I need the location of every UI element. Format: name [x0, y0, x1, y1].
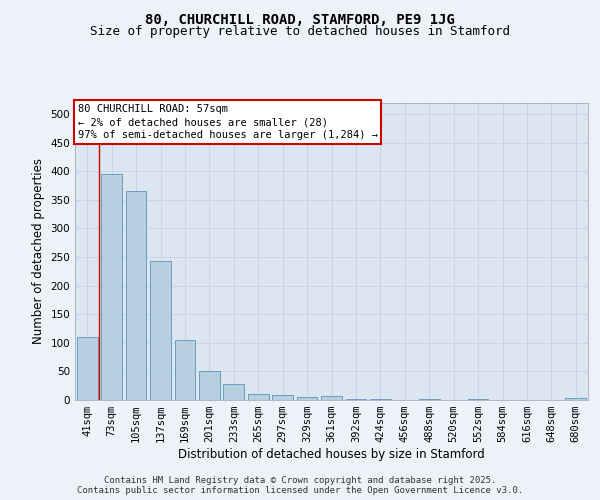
Bar	[248, 394, 269, 400]
Y-axis label: Number of detached properties: Number of detached properties	[32, 158, 45, 344]
Bar	[175, 340, 196, 400]
Text: 80 CHURCHILL ROAD: 57sqm
← 2% of detached houses are smaller (28)
97% of semi-de: 80 CHURCHILL ROAD: 57sqm ← 2% of detache…	[77, 104, 377, 141]
Bar	[125, 191, 146, 400]
Bar	[565, 398, 586, 400]
Bar	[223, 384, 244, 400]
Bar	[346, 399, 367, 400]
Text: Size of property relative to detached houses in Stamford: Size of property relative to detached ho…	[90, 25, 510, 38]
Bar	[272, 396, 293, 400]
Bar	[101, 174, 122, 400]
Bar	[199, 372, 220, 400]
Bar	[296, 396, 317, 400]
Bar	[467, 399, 488, 400]
Bar	[150, 261, 171, 400]
Text: Contains HM Land Registry data © Crown copyright and database right 2025.
Contai: Contains HM Land Registry data © Crown c…	[77, 476, 523, 495]
Text: 80, CHURCHILL ROAD, STAMFORD, PE9 1JG: 80, CHURCHILL ROAD, STAMFORD, PE9 1JG	[145, 12, 455, 26]
Bar	[321, 396, 342, 400]
X-axis label: Distribution of detached houses by size in Stamford: Distribution of detached houses by size …	[178, 448, 485, 461]
Bar	[77, 337, 98, 400]
